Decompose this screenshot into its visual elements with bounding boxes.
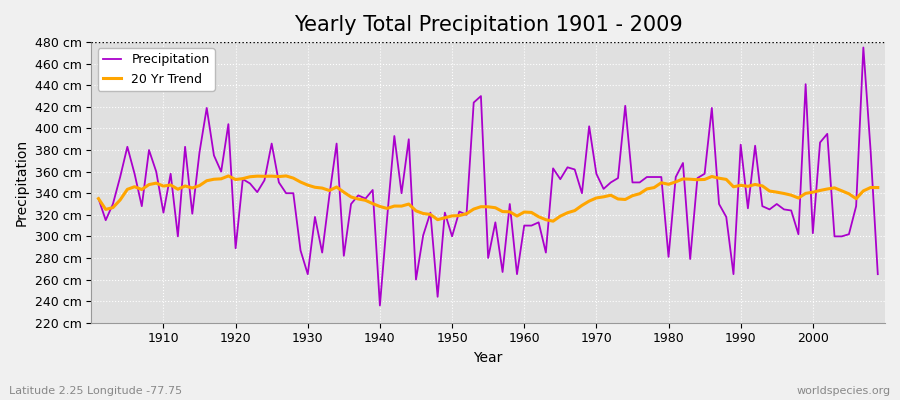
20 Yr Trend bbox=[317, 186, 328, 190]
Precipitation bbox=[310, 214, 320, 219]
20 Yr Trend bbox=[151, 181, 162, 186]
X-axis label: Year: Year bbox=[473, 351, 503, 365]
20 Yr Trend bbox=[360, 198, 371, 203]
20 Yr Trend bbox=[223, 174, 234, 178]
Precipitation bbox=[872, 272, 883, 276]
Title: Yearly Total Precipitation 1901 - 2009: Yearly Total Precipitation 1901 - 2009 bbox=[293, 15, 682, 35]
Line: Precipitation: Precipitation bbox=[98, 48, 878, 306]
20 Yr Trend bbox=[526, 210, 536, 215]
Text: worldspecies.org: worldspecies.org bbox=[796, 386, 891, 396]
Y-axis label: Precipitation: Precipitation bbox=[15, 139, 29, 226]
Line: 20 Yr Trend: 20 Yr Trend bbox=[98, 176, 878, 221]
Text: Latitude 2.25 Longitude -77.75: Latitude 2.25 Longitude -77.75 bbox=[9, 386, 182, 396]
Legend: Precipitation, 20 Yr Trend: Precipitation, 20 Yr Trend bbox=[97, 48, 214, 91]
Precipitation bbox=[353, 193, 364, 198]
Precipitation bbox=[613, 176, 624, 180]
20 Yr Trend bbox=[93, 196, 104, 201]
Precipitation bbox=[526, 223, 536, 228]
Precipitation bbox=[93, 196, 104, 201]
Precipitation bbox=[374, 303, 385, 308]
20 Yr Trend bbox=[872, 185, 883, 190]
20 Yr Trend bbox=[620, 197, 631, 202]
Precipitation bbox=[858, 45, 868, 50]
20 Yr Trend bbox=[518, 210, 529, 214]
Precipitation bbox=[151, 169, 162, 174]
Precipitation bbox=[518, 223, 529, 228]
20 Yr Trend bbox=[548, 219, 559, 224]
